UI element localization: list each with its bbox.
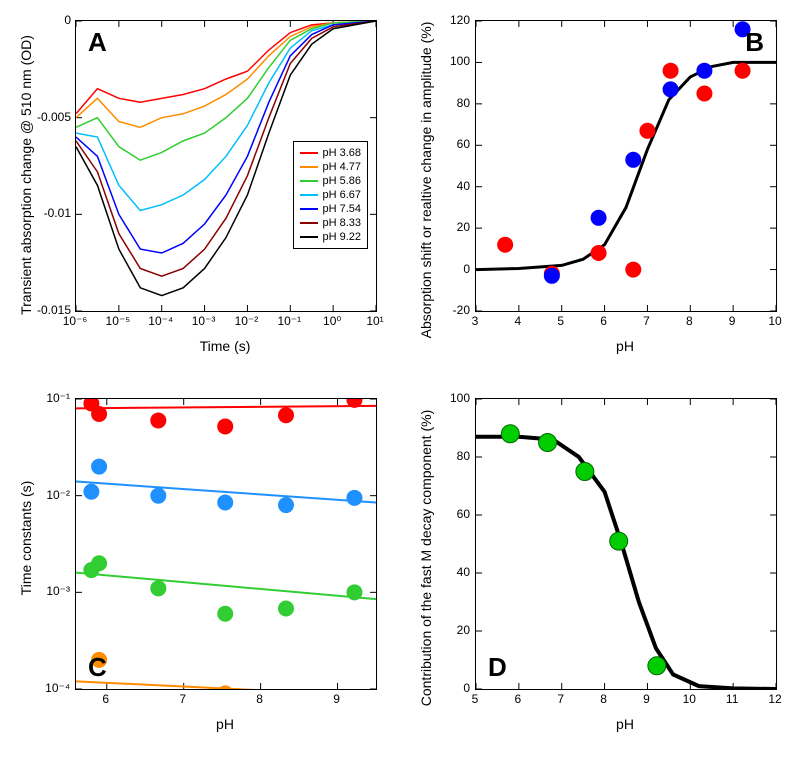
panel-d-ytick: 20 xyxy=(440,623,470,637)
panel-b-xlabel: pH xyxy=(475,338,775,354)
legend-row: pH 4.77 xyxy=(300,160,361,174)
legend-row: pH 9.22 xyxy=(300,230,361,244)
legend-row: pH 7.54 xyxy=(300,202,361,216)
panel-b-xtick: 4 xyxy=(508,314,528,328)
panel-b-ytick: 100 xyxy=(440,54,470,68)
legend-row: pH 6.67 xyxy=(300,188,361,202)
panel-c-ylabel: Time constants (s) xyxy=(18,438,34,638)
panel-c-letter: C xyxy=(88,652,107,683)
panel-b-svg xyxy=(476,21,776,311)
panel-a-xtick: 10⁰ xyxy=(314,314,350,328)
panel-a-xtick: 10⁻² xyxy=(228,314,264,328)
panel-b-letter: B xyxy=(745,27,764,58)
panel-b-xtick: 9 xyxy=(722,314,742,328)
panel-d-ytick: 60 xyxy=(440,507,470,521)
panel-a-legend: pH 3.68pH 4.77pH 5.86pH 6.67pH 7.54pH 8.… xyxy=(293,141,368,249)
panel-a-ytick: 0 xyxy=(21,13,71,27)
panel-b-xtick: 5 xyxy=(551,314,571,328)
panel-c-ytick: 10⁻³ xyxy=(30,584,70,598)
panel-b-xtick: 10 xyxy=(765,314,785,328)
panel-a-xtick: 10⁻¹ xyxy=(271,314,307,328)
panel-b-plot: B xyxy=(475,20,777,312)
panel-b-ylabel: Absorption shift or realtive change in a… xyxy=(418,10,434,350)
panel-d-ytick: 80 xyxy=(440,449,470,463)
panel-c-xtick: 8 xyxy=(250,692,270,706)
panel-a-xlabel: Time (s) xyxy=(75,338,375,354)
figure: Transient absorption change @ 510 nm (OD… xyxy=(0,0,800,757)
panel-d-ytick: 100 xyxy=(440,391,470,405)
panel-b: Absorption shift or realtive change in a… xyxy=(400,0,800,378)
legend-row: pH 3.68 xyxy=(300,146,361,160)
panel-d-xtick: 9 xyxy=(636,692,656,706)
panel-b-xtick: 6 xyxy=(594,314,614,328)
panel-d-xtick: 11 xyxy=(722,692,742,706)
panel-c-svg xyxy=(76,399,376,689)
panel-a-letter: A xyxy=(88,27,107,58)
panel-c-ytick: 10⁻¹ xyxy=(30,391,70,405)
legend-row: pH 5.86 xyxy=(300,174,361,188)
panel-a-xtick: 10⁻⁴ xyxy=(143,314,179,328)
panel-a-plot: A pH 3.68pH 4.77pH 5.86pH 6.67pH 7.54pH … xyxy=(75,20,377,312)
panel-d-ytick: 40 xyxy=(440,565,470,579)
panel-c-xlabel: pH xyxy=(75,716,375,732)
panel-d-xlabel: pH xyxy=(475,716,775,732)
panel-d-ytick: 0 xyxy=(440,681,470,695)
panel-b-xtick: 7 xyxy=(636,314,656,328)
panel-a-ytick: -0.01 xyxy=(21,206,71,220)
panel-a: Transient absorption change @ 510 nm (OD… xyxy=(0,0,400,378)
panel-c-ytick: 10⁻⁴ xyxy=(30,681,70,695)
panel-c-xtick: 6 xyxy=(96,692,116,706)
panel-c-xtick: 9 xyxy=(327,692,347,706)
panel-a-xtick: 10⁻³ xyxy=(186,314,222,328)
panel-b-ytick: 0 xyxy=(440,262,470,276)
panel-c: Time constants (s) C 6 7 8 9 10⁻⁴ 10⁻³ 10⁻² 10⁻… xyxy=(0,378,400,756)
panel-b-ytick: 20 xyxy=(440,220,470,234)
panel-d-letter: D xyxy=(488,652,507,683)
panel-a-ytick: -0.005 xyxy=(21,110,71,124)
panel-a-ylabel: Transient absorption change @ 510 nm (OD… xyxy=(18,20,34,330)
panel-a-ytick: -0.015 xyxy=(21,303,71,317)
panel-c-plot: C xyxy=(75,398,377,690)
panel-d-plot: D xyxy=(475,398,777,690)
panel-d-xtick: 12 xyxy=(765,692,785,706)
panel-b-ytick: 40 xyxy=(440,179,470,193)
panel-c-xtick: 7 xyxy=(173,692,193,706)
legend-row: pH 8.33 xyxy=(300,216,361,230)
panel-b-xtick: 8 xyxy=(679,314,699,328)
panel-c-ytick: 10⁻² xyxy=(30,488,70,502)
panel-d-xtick: 7 xyxy=(551,692,571,706)
panel-d: Contribution of the fast M decay compone… xyxy=(400,378,800,756)
panel-b-ytick: 60 xyxy=(440,137,470,151)
panel-b-ytick: -20 xyxy=(440,303,470,317)
panel-d-xtick: 10 xyxy=(679,692,699,706)
panel-b-ytick: 120 xyxy=(440,13,470,27)
panel-b-ytick: 80 xyxy=(440,96,470,110)
panel-d-svg xyxy=(476,399,776,689)
panel-a-xtick: 10⁻⁵ xyxy=(100,314,136,328)
panel-d-xtick: 6 xyxy=(508,692,528,706)
panel-d-xtick: 8 xyxy=(594,692,614,706)
panel-a-xtick: 10¹ xyxy=(357,314,393,328)
panel-d-ylabel: Contribution of the fast M decay compone… xyxy=(418,398,434,718)
